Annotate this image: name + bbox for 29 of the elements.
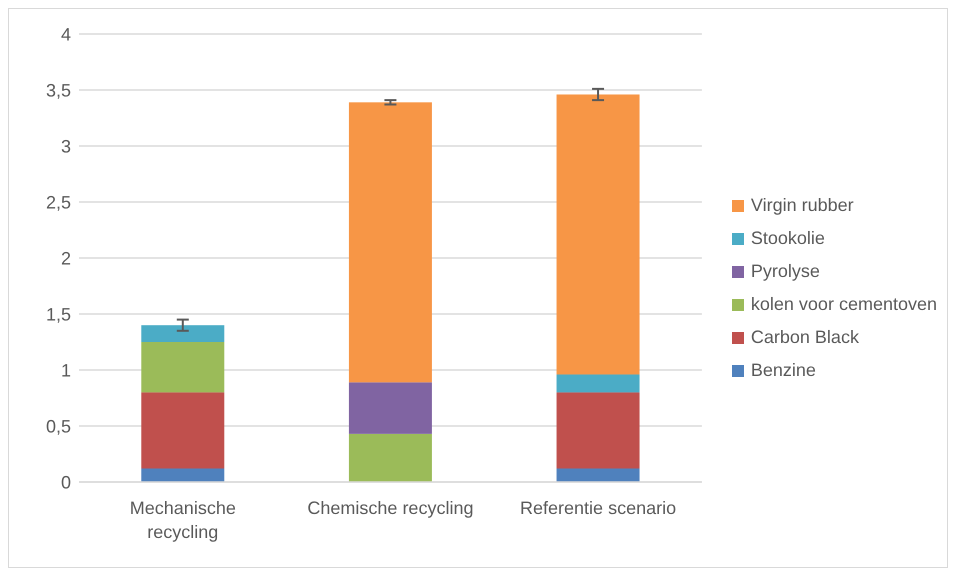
bar — [348, 382, 432, 434]
bar — [141, 392, 224, 469]
bar — [556, 468, 640, 482]
x-tick-label: Chemische recycling — [307, 498, 474, 518]
legend-label: Stookolie — [750, 228, 825, 249]
y-tick-label: 1,5 — [46, 304, 71, 324]
bar — [141, 342, 224, 392]
bar — [141, 325, 224, 342]
bar — [348, 434, 432, 482]
legend-label: Benzine — [750, 360, 816, 381]
y-tick-label: 2,5 — [46, 192, 71, 212]
bar — [556, 374, 640, 392]
y-tick-label: 3 — [60, 136, 71, 156]
bar — [556, 94, 640, 374]
y-tick-label: 2 — [60, 248, 71, 268]
y-tick-label: 3,5 — [46, 80, 71, 100]
y-tick-label: 0,5 — [46, 416, 71, 436]
legend-label: kolen voor cementoven — [750, 294, 937, 315]
y-tick-label: 0 — [60, 472, 71, 492]
legend-label: Virgin rubber — [750, 195, 854, 216]
legend-label: Carbon Black — [750, 327, 859, 348]
x-tick-label: Mechanische recycling — [130, 498, 236, 542]
bar — [141, 468, 224, 482]
bar — [556, 392, 640, 469]
y-tick-label: 1 — [60, 360, 71, 380]
bar — [348, 102, 432, 382]
y-tick-label: 4 — [60, 24, 71, 44]
legend-label: Pyrolyse — [750, 261, 820, 282]
x-tick-label: Referentie scenario — [520, 498, 676, 518]
